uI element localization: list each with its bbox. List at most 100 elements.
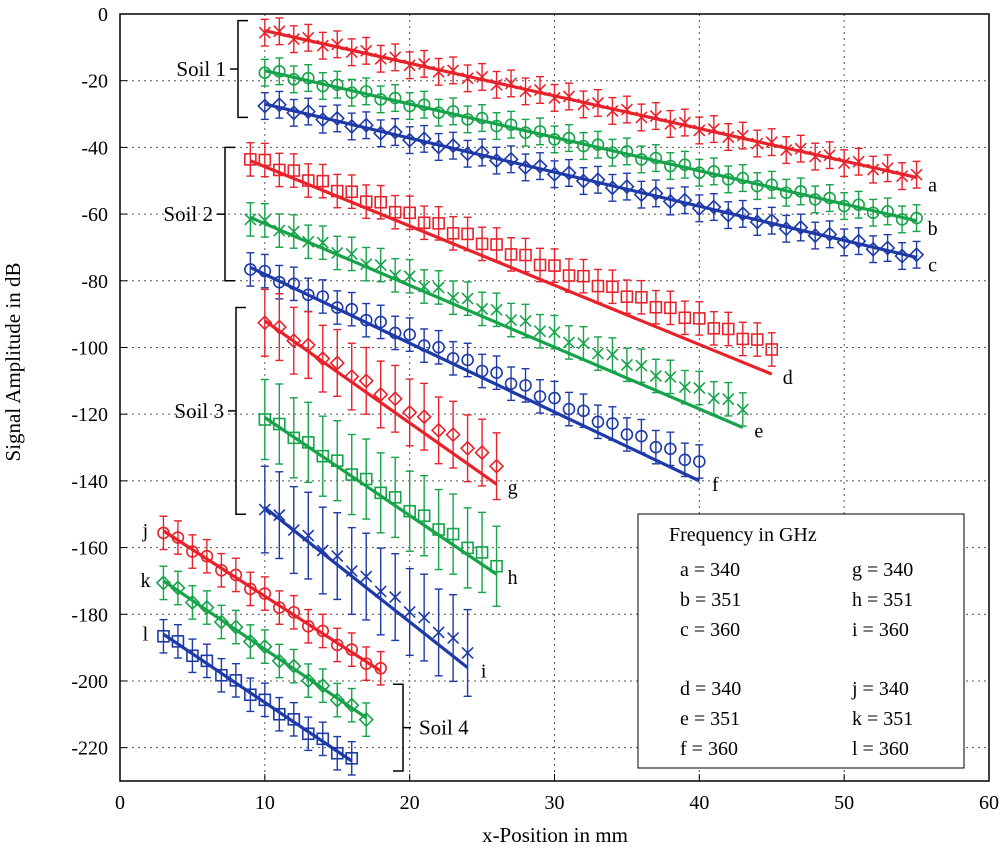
circle-marker (446, 352, 460, 365)
legend-title: Frequency in GHz (669, 524, 817, 546)
circle-marker (446, 105, 460, 118)
diamond-marker (170, 580, 186, 596)
diamond-marker (749, 214, 765, 230)
diamond-marker (344, 118, 360, 135)
diamond-marker (793, 219, 809, 236)
x-marker (461, 646, 474, 660)
square-marker (186, 649, 199, 663)
x-marker (591, 96, 605, 110)
square-marker (330, 454, 344, 467)
x-marker (432, 281, 445, 294)
circle-marker (345, 302, 359, 316)
square-marker (388, 491, 402, 504)
x-marker (360, 44, 373, 57)
x-marker (287, 523, 300, 537)
circle-marker (273, 275, 286, 289)
circle-marker (287, 277, 301, 291)
legend-entry: g = 340 (852, 559, 913, 581)
x-marker (476, 302, 489, 315)
circle-marker (736, 171, 750, 185)
series-label-k: k (140, 570, 150, 592)
soil-bracket (393, 683, 411, 772)
x-marker (852, 155, 865, 168)
fit-line-f (249, 265, 701, 483)
x-marker (258, 26, 271, 39)
x-marker (649, 109, 662, 123)
x-marker (447, 64, 460, 77)
x-marker (432, 65, 445, 78)
square-marker (200, 654, 214, 668)
circle-marker (693, 455, 706, 468)
diamond-marker (619, 178, 635, 195)
square-marker (316, 449, 330, 463)
diamond-marker (865, 241, 881, 257)
circle-marker (403, 99, 416, 113)
soil-label: Soil 4 (419, 716, 469, 740)
x-tick-label: 30 (545, 792, 565, 814)
x-marker (867, 163, 880, 176)
circle-marker (374, 93, 388, 106)
diamond-marker (315, 351, 331, 367)
x-marker (360, 258, 373, 271)
diamond-marker (662, 193, 678, 210)
diamond-marker (561, 165, 577, 181)
circle-marker (330, 638, 344, 652)
square-marker (432, 523, 445, 536)
circle-marker (157, 526, 170, 540)
series-j (157, 515, 388, 686)
circle-marker (330, 301, 344, 314)
x-marker (910, 168, 923, 181)
x-marker (403, 59, 416, 72)
x-marker (519, 314, 532, 328)
x-marker (461, 72, 474, 85)
circle-marker (519, 126, 532, 140)
y-tick-label: -200 (71, 671, 108, 693)
square-marker (519, 248, 532, 262)
square-marker (577, 269, 590, 283)
diamond-marker (677, 192, 693, 208)
circle-marker (504, 377, 518, 390)
x-marker (447, 291, 460, 304)
x-marker (345, 564, 358, 578)
x-axis-label: x-Position in mm (482, 823, 628, 847)
diamond-marker (373, 386, 389, 403)
circle-marker (664, 159, 677, 173)
square-marker (359, 472, 373, 486)
square-marker (461, 541, 474, 555)
square-marker (287, 431, 301, 445)
square-marker (403, 206, 416, 220)
circle-marker (244, 582, 257, 596)
diamond-marker (648, 185, 664, 202)
x-marker (316, 39, 329, 52)
square-marker (490, 559, 503, 573)
square-marker (171, 635, 185, 648)
square-marker (490, 238, 503, 251)
square-marker (215, 668, 228, 682)
diamond-marker (459, 146, 476, 162)
diamond-marker (344, 368, 360, 385)
circle-marker (548, 391, 561, 405)
square-marker (301, 727, 315, 741)
legend-entries: a = 340 g = 340 b = 351 h = 351 c = 360 i = 3… (680, 559, 913, 760)
axis-ticks: 0 10 20 30 40 50 60 0 -20 -40 -60 -80 -100 -120 -140 -1… (71, 4, 999, 814)
diamond-marker (344, 697, 360, 713)
circle-marker (345, 643, 359, 656)
x-marker (490, 78, 503, 91)
data-points (155, 17, 925, 776)
diamond-marker (488, 458, 505, 474)
diamond-marker (300, 337, 316, 353)
circle-marker (432, 340, 445, 354)
circle-marker (678, 158, 692, 172)
square-marker (417, 509, 431, 523)
x-marker (794, 142, 807, 155)
square-marker (606, 280, 619, 294)
diamond-marker (836, 234, 852, 251)
x-marker (273, 509, 286, 522)
x-marker (736, 403, 749, 416)
x-marker (649, 369, 662, 383)
diamond-marker (575, 173, 592, 189)
circle-marker (620, 145, 634, 158)
x-marker (374, 52, 387, 65)
diamond-marker (300, 672, 316, 689)
fit-line-j (162, 529, 382, 673)
